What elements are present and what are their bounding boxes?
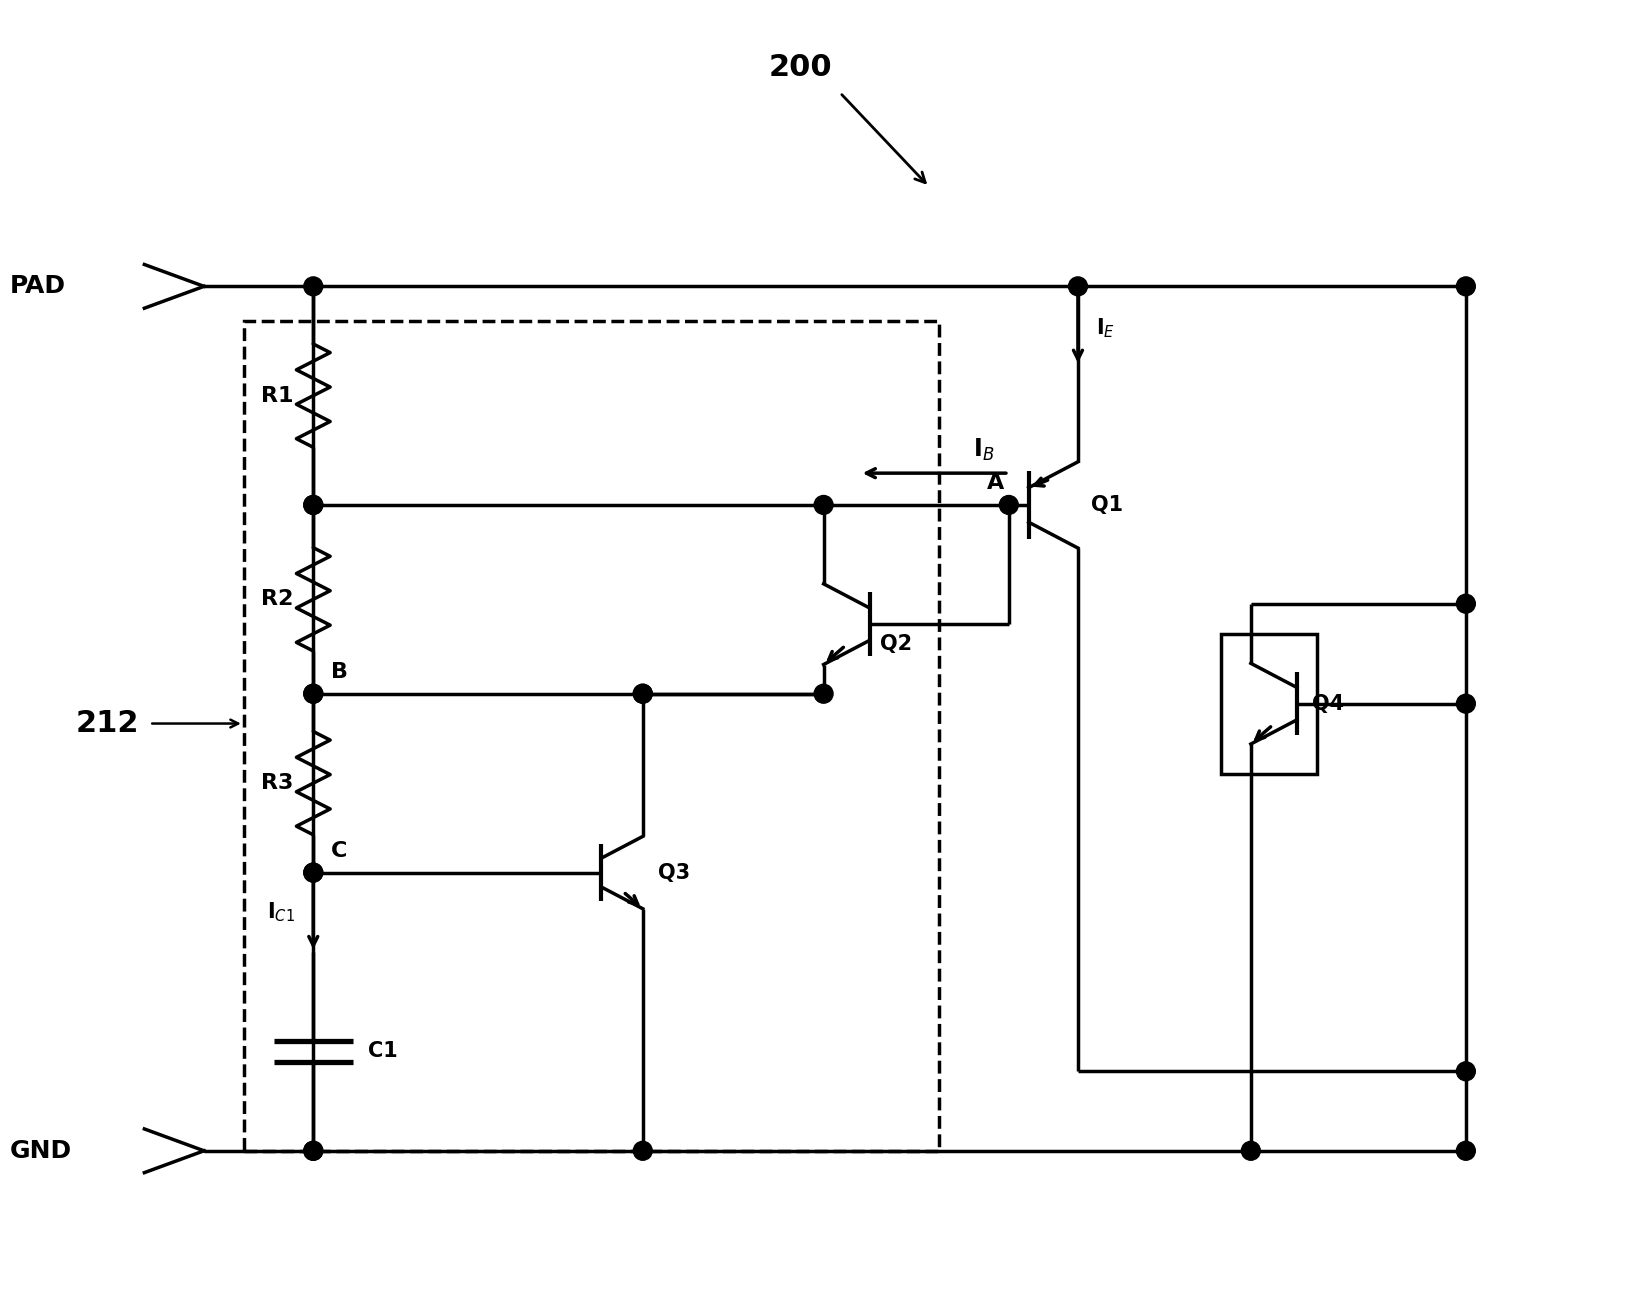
Bar — [1220, 634, 1318, 773]
Circle shape — [303, 1141, 323, 1161]
Circle shape — [303, 1141, 323, 1161]
Circle shape — [634, 685, 652, 703]
Text: R3: R3 — [260, 773, 293, 793]
Circle shape — [303, 863, 323, 882]
Circle shape — [1456, 1061, 1476, 1081]
Circle shape — [1000, 496, 1018, 514]
Text: B: B — [331, 662, 348, 682]
Circle shape — [303, 276, 323, 296]
Text: R2: R2 — [260, 589, 293, 609]
Text: A: A — [987, 473, 1003, 493]
Circle shape — [303, 685, 323, 703]
Text: I$_B$: I$_B$ — [973, 437, 995, 463]
Circle shape — [303, 496, 323, 514]
Circle shape — [1456, 694, 1476, 713]
Circle shape — [303, 496, 323, 514]
Text: C1: C1 — [367, 1042, 397, 1061]
Text: Q4: Q4 — [1313, 694, 1344, 713]
Text: C: C — [331, 841, 348, 861]
Text: Q3: Q3 — [657, 862, 690, 883]
Bar — [244, 321, 939, 1151]
Circle shape — [303, 863, 323, 882]
Circle shape — [1456, 595, 1476, 613]
Text: PAD: PAD — [10, 274, 66, 299]
Text: R1: R1 — [260, 386, 293, 406]
Text: Q2: Q2 — [879, 634, 912, 655]
Circle shape — [814, 496, 833, 514]
Text: Q1: Q1 — [1090, 496, 1123, 515]
Text: GND: GND — [10, 1138, 72, 1163]
Circle shape — [634, 685, 652, 703]
Circle shape — [1456, 276, 1476, 296]
Circle shape — [1069, 276, 1087, 296]
Text: 212: 212 — [76, 709, 140, 738]
Circle shape — [1456, 1141, 1476, 1161]
Text: I$_{C1}$: I$_{C1}$ — [267, 901, 295, 925]
Text: I$_E$: I$_E$ — [1095, 317, 1115, 340]
Circle shape — [303, 685, 323, 703]
Text: 200: 200 — [769, 53, 832, 82]
Circle shape — [634, 1141, 652, 1161]
Circle shape — [1242, 1141, 1260, 1161]
Circle shape — [814, 685, 833, 703]
